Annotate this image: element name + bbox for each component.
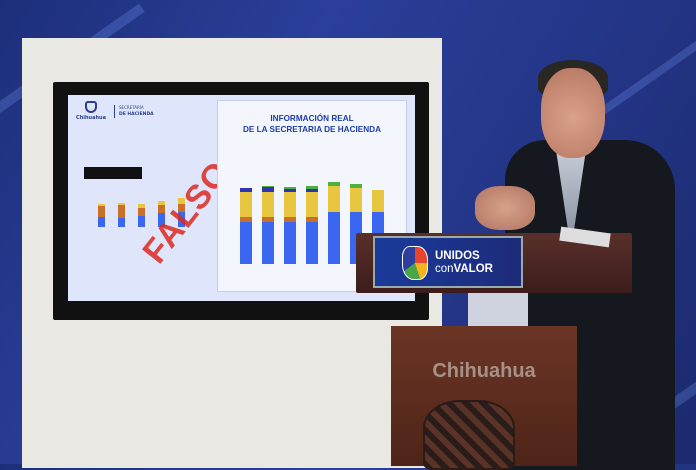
bar-segment <box>240 217 252 222</box>
state-seal-icon <box>423 400 515 470</box>
podium-front-text: Chihuahua <box>432 360 536 382</box>
bar-segment <box>178 204 185 212</box>
bar-segment <box>118 203 125 205</box>
bar-segment <box>178 198 185 204</box>
bar-segment <box>98 217 105 227</box>
bar-segment <box>158 213 165 227</box>
bar <box>98 204 105 227</box>
bar-segment <box>240 192 252 217</box>
bar-segment <box>118 205 125 218</box>
bar-segment <box>262 192 274 217</box>
bar-segment <box>284 217 296 222</box>
unidos-con-valor-sign: UNIDOS conVALOR <box>373 236 523 288</box>
speaker-hands <box>475 186 535 230</box>
bar-segment <box>240 188 252 192</box>
bar-segment <box>306 192 318 217</box>
disputed-chart <box>98 187 208 227</box>
chihuahua-logo: Chihuahua <box>74 101 108 121</box>
bar-segment <box>284 187 296 189</box>
secretaria-main: DE HACIENDA <box>119 112 154 117</box>
bar-segment <box>118 218 125 227</box>
bar-segment <box>306 186 318 189</box>
speaker-head <box>541 68 605 158</box>
bar-segment <box>328 212 340 264</box>
bar-segment <box>306 222 318 264</box>
television-screen: Chihuahua SECRETARÍA DE HACIENDA FALSO IN… <box>53 82 429 320</box>
bar-segment <box>350 188 362 212</box>
bar <box>118 203 125 227</box>
title-line-1: INFORMACIÓN REAL <box>270 114 354 123</box>
bar <box>306 186 318 264</box>
bar-segment <box>262 186 274 187</box>
real-info-title: INFORMACIÓN REAL DE LA SECRETARIA DE HACI… <box>218 113 406 135</box>
sign-text: UNIDOS conVALOR <box>435 250 493 276</box>
sign-unidos: UNIDOS <box>435 250 480 262</box>
shield-icon <box>85 101 97 113</box>
bar-segment <box>328 182 340 186</box>
secretaria-small: SECRETARÍA <box>119 105 144 110</box>
sign-con: con <box>435 263 454 275</box>
bar-segment <box>138 216 145 227</box>
bar-segment <box>138 204 145 208</box>
bar <box>138 204 145 227</box>
bar-segment <box>262 217 274 222</box>
sign-valor: VALOR <box>453 263 493 275</box>
bar-segment <box>158 201 165 205</box>
bar-segment <box>372 190 384 212</box>
bar-segment <box>284 192 296 217</box>
bar <box>178 198 185 227</box>
bar-segment <box>284 189 296 192</box>
bar <box>158 201 165 227</box>
bar-segment <box>328 186 340 212</box>
podium-neck <box>468 292 528 328</box>
bar <box>262 186 274 264</box>
secretaria-label: SECRETARÍA DE HACIENDA <box>114 105 154 118</box>
bar-segment <box>178 212 185 227</box>
bar-segment <box>98 206 105 217</box>
bar-segment <box>284 222 296 264</box>
bar-segment <box>158 205 165 213</box>
old-chart-caption-box <box>84 167 142 179</box>
bar-segment <box>98 204 105 206</box>
bar <box>240 188 252 264</box>
bar-segment <box>306 189 318 192</box>
bar-segment <box>262 187 274 192</box>
bar <box>284 187 296 264</box>
bar-segment <box>350 184 362 188</box>
bar-segment <box>306 217 318 222</box>
bar <box>328 182 340 264</box>
bar-segment <box>138 208 145 216</box>
title-line-2: DE LA SECRETARIA DE HACIENDA <box>243 125 381 134</box>
stacked-bar-chart <box>240 176 400 264</box>
podium-base: Chihuahua <box>391 326 577 470</box>
bar-segment <box>262 222 274 264</box>
bar-segment <box>240 222 252 264</box>
chihuahua-map-logo-icon <box>402 246 428 280</box>
logo-text: Chihuahua <box>76 115 106 121</box>
